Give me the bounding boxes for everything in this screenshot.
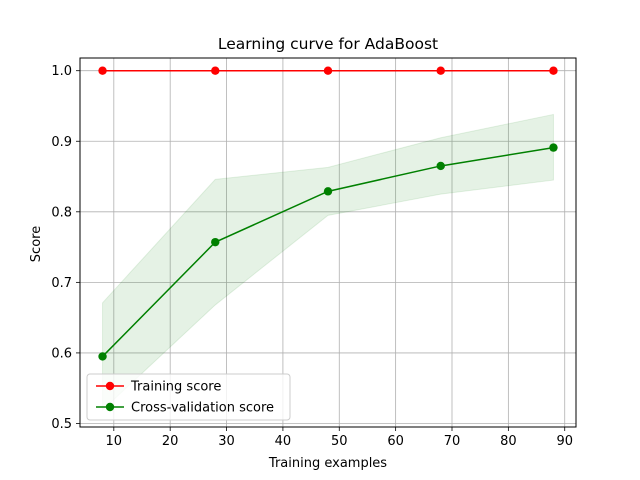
legend-box bbox=[86, 373, 291, 421]
point-series-1 bbox=[436, 161, 445, 171]
x-tick-label: 70 bbox=[444, 434, 461, 449]
point-series-0 bbox=[323, 66, 333, 75]
y-axis-label: Score bbox=[29, 226, 44, 262]
legend: Training score Cross-validation score bbox=[86, 373, 291, 421]
band-series-1 bbox=[102, 113, 554, 412]
point-series-0 bbox=[98, 66, 107, 75]
legend-label-1: Cross-validation score bbox=[131, 401, 274, 416]
point-series-0 bbox=[436, 66, 445, 75]
series-lines bbox=[98, 66, 558, 361]
x-tick-label: 30 bbox=[218, 434, 235, 449]
point-series-0 bbox=[549, 66, 558, 75]
x-tick-label: 20 bbox=[162, 434, 179, 449]
point-series-0 bbox=[211, 66, 220, 75]
x-tick-label: 50 bbox=[331, 434, 348, 449]
x-tick-label: 90 bbox=[556, 434, 573, 449]
grid bbox=[80, 58, 576, 427]
y-tick-label: 0.5 bbox=[51, 417, 72, 432]
y-tick-label: 1.0 bbox=[51, 64, 72, 79]
y-tick-label: 0.8 bbox=[51, 205, 72, 220]
legend-marker-1 bbox=[105, 402, 115, 412]
x-tick-label: 10 bbox=[106, 434, 123, 449]
x-tick-label: 60 bbox=[387, 434, 404, 449]
legend-marker-0 bbox=[105, 381, 115, 391]
point-series-1 bbox=[211, 237, 220, 247]
x-axis-label: Training examples bbox=[268, 456, 387, 471]
plot-frame bbox=[79, 57, 577, 428]
point-series-1 bbox=[549, 143, 558, 152]
x-tick-label: 80 bbox=[500, 434, 517, 449]
legend-label-0: Training score bbox=[130, 380, 221, 395]
chart-title: Learning curve for AdaBoost bbox=[218, 35, 438, 53]
point-series-1 bbox=[323, 187, 333, 196]
y-tick-label: 0.7 bbox=[51, 276, 72, 291]
y-tick-label: 0.9 bbox=[51, 135, 72, 150]
point-series-1 bbox=[98, 352, 107, 361]
y-tick-label: 0.6 bbox=[51, 346, 72, 361]
axis-ticks: 10 20 30 40 50 60 70 80 90 0.5 0.6 0.7 0.8 0.9 1.0 bbox=[51, 64, 573, 449]
x-tick-label: 40 bbox=[275, 434, 292, 449]
